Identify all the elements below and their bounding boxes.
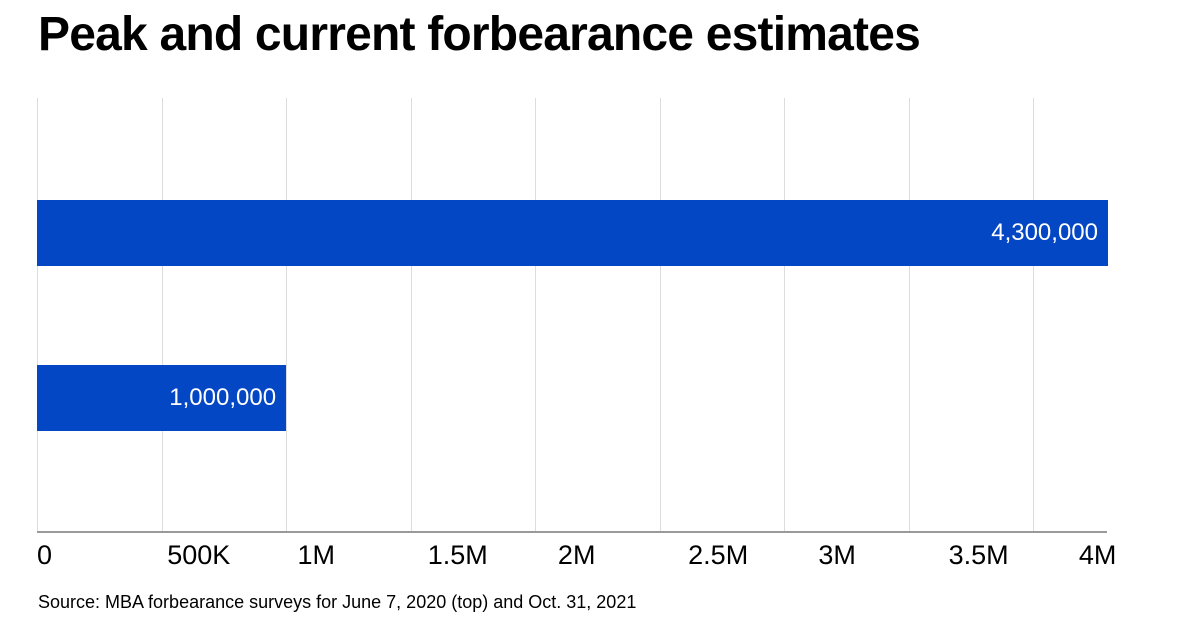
- x-tick-label: 1.5M: [427, 540, 488, 570]
- bar-current: 1,000,000: [37, 365, 287, 431]
- x-axis-line: [37, 531, 1107, 533]
- x-tick-label: 3M: [818, 540, 856, 570]
- x-tick-label: 2M: [557, 540, 596, 570]
- chart-title: Peak and current forbearance estimates: [38, 8, 921, 61]
- gridline: [659, 98, 661, 532]
- x-tick-label: 1M: [297, 540, 335, 570]
- gridline: [784, 98, 786, 532]
- gridline: [1033, 98, 1035, 532]
- bar-value-label: 1,000,000: [169, 384, 277, 411]
- gridline: [286, 98, 288, 532]
- gridline: [161, 98, 163, 532]
- x-axis-ticks: 0 500K 1M 1.5M 2M 2.5M 3M 3.5M 4M: [37, 540, 1157, 574]
- x-tick-label: 500K: [167, 540, 231, 570]
- x-tick-label: 3.5M: [948, 540, 1009, 570]
- gridline: [908, 98, 910, 532]
- plot-area: 4,300,000 1,000,000: [37, 98, 1108, 533]
- x-tick-label: 4M: [1078, 540, 1117, 570]
- bar-peak: 4,300,000: [37, 200, 1108, 266]
- x-tick-label: 0: [37, 540, 53, 570]
- x-tick-label: 2.5M: [688, 540, 749, 570]
- gridline: [535, 98, 537, 532]
- gridline: [37, 98, 38, 532]
- gridline: [410, 98, 412, 532]
- source-note: Source: MBA forbearance surveys for June…: [38, 592, 637, 612]
- bar-value-label: 4,300,000: [991, 219, 1098, 246]
